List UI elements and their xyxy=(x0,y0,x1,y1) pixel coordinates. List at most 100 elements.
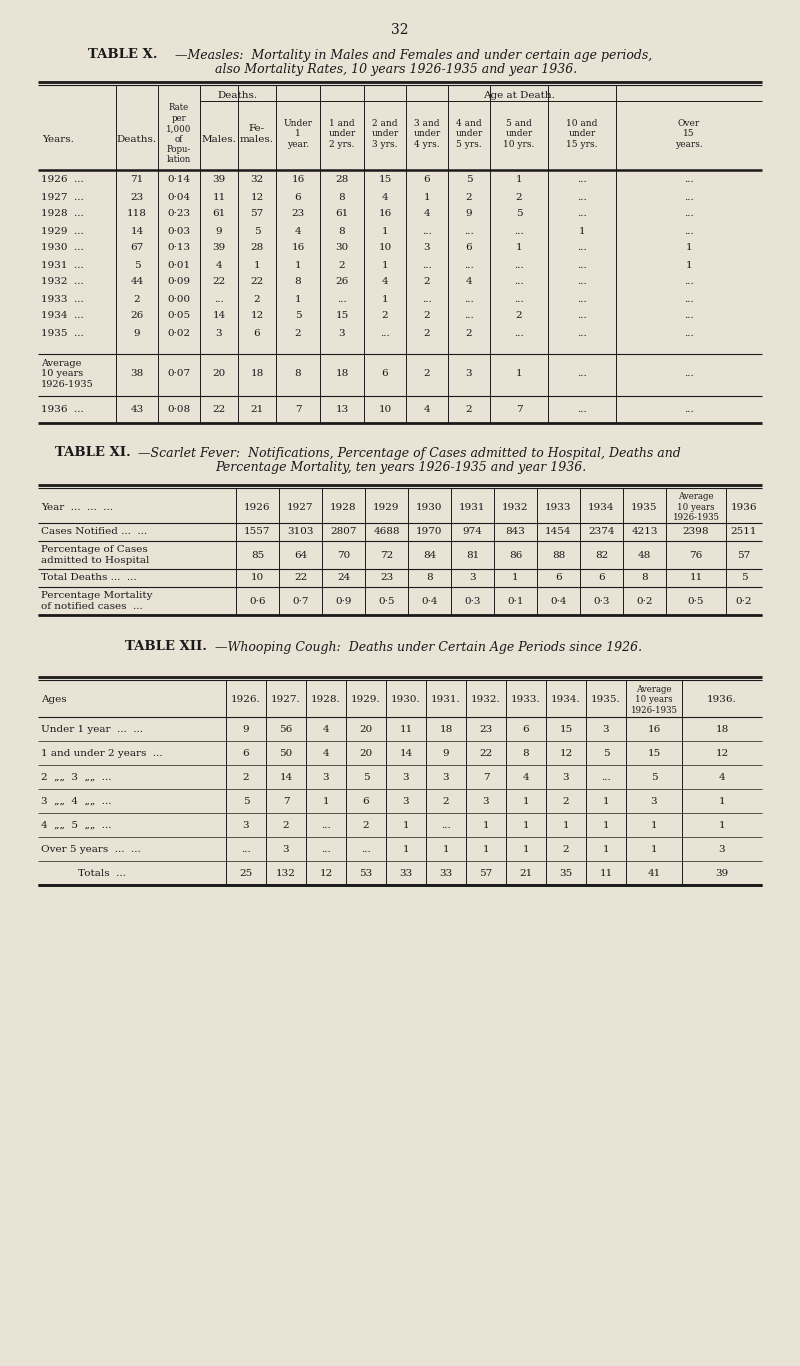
Text: 1935.: 1935. xyxy=(591,695,621,705)
Text: ...: ... xyxy=(514,295,524,303)
Text: 1: 1 xyxy=(402,821,410,829)
Text: 3: 3 xyxy=(650,796,658,806)
Text: 1928.: 1928. xyxy=(311,695,341,705)
Text: 3: 3 xyxy=(216,328,222,337)
Text: 1930  ...: 1930 ... xyxy=(41,243,84,253)
Text: 16: 16 xyxy=(291,243,305,253)
Text: 14: 14 xyxy=(212,311,226,321)
Text: 1: 1 xyxy=(650,821,658,829)
Text: 53: 53 xyxy=(359,869,373,877)
Text: 2 and
under
3 yrs.: 2 and under 3 yrs. xyxy=(371,119,398,149)
Text: 2: 2 xyxy=(362,821,370,829)
Text: 57: 57 xyxy=(250,209,264,219)
Text: 20: 20 xyxy=(212,369,226,378)
Text: 0·7: 0·7 xyxy=(292,597,309,605)
Text: ...: ... xyxy=(337,295,347,303)
Text: 1935  ...: 1935 ... xyxy=(41,328,84,337)
Text: 1: 1 xyxy=(516,243,522,253)
Text: 4 and
under
5 yrs.: 4 and under 5 yrs. xyxy=(455,119,482,149)
Text: 8: 8 xyxy=(522,749,530,758)
Text: Deaths.: Deaths. xyxy=(117,135,157,145)
Text: TABLE XI.: TABLE XI. xyxy=(55,447,130,459)
Text: 25: 25 xyxy=(239,869,253,877)
Text: 16: 16 xyxy=(378,209,392,219)
Text: 12: 12 xyxy=(250,193,264,202)
Text: 23: 23 xyxy=(380,574,393,582)
Text: 3: 3 xyxy=(466,369,472,378)
Text: 14: 14 xyxy=(130,227,144,235)
Text: 2: 2 xyxy=(424,328,430,337)
Text: 88: 88 xyxy=(552,550,565,560)
Text: 50: 50 xyxy=(279,749,293,758)
Text: 1926  ...: 1926 ... xyxy=(41,175,84,184)
Text: 18: 18 xyxy=(715,724,729,734)
Text: 0·07: 0·07 xyxy=(167,369,190,378)
Text: Rate
per
1,000
of
Popu-
lation: Rate per 1,000 of Popu- lation xyxy=(166,104,192,164)
Text: 10: 10 xyxy=(378,243,392,253)
Text: 1: 1 xyxy=(442,844,450,854)
Text: ...: ... xyxy=(684,295,694,303)
Text: 8: 8 xyxy=(294,369,302,378)
Text: 12: 12 xyxy=(715,749,729,758)
Text: Percentage Mortality
of notified cases  ...: Percentage Mortality of notified cases .… xyxy=(41,591,153,611)
Text: Males.: Males. xyxy=(202,135,237,145)
Text: 2: 2 xyxy=(562,796,570,806)
Text: 9: 9 xyxy=(216,227,222,235)
Text: 1927.: 1927. xyxy=(271,695,301,705)
Text: 6: 6 xyxy=(598,574,605,582)
Text: Average
10 years
1926-1935: Average 10 years 1926-1935 xyxy=(673,492,719,522)
Text: 1934: 1934 xyxy=(588,503,614,511)
Text: 8: 8 xyxy=(426,574,433,582)
Text: 1: 1 xyxy=(516,175,522,184)
Text: 2: 2 xyxy=(134,295,140,303)
Text: 86: 86 xyxy=(509,550,522,560)
Text: 3  „„  4  „„  ...: 3 „„ 4 „„ ... xyxy=(41,796,111,806)
Text: 21: 21 xyxy=(519,869,533,877)
Text: Percentage of Cases
admitted to Hospital: Percentage of Cases admitted to Hospital xyxy=(41,545,150,564)
Text: 0·13: 0·13 xyxy=(167,243,190,253)
Text: 22: 22 xyxy=(212,277,226,287)
Text: ...: ... xyxy=(464,261,474,269)
Text: 7: 7 xyxy=(482,773,490,781)
Text: 3103: 3103 xyxy=(287,527,314,537)
Text: 2: 2 xyxy=(242,773,250,781)
Text: 1934  ...: 1934 ... xyxy=(41,311,84,321)
Text: 4: 4 xyxy=(382,277,388,287)
Text: Under
1
year.: Under 1 year. xyxy=(283,119,313,149)
Text: 1933  ...: 1933 ... xyxy=(41,295,84,303)
Text: 0·03: 0·03 xyxy=(167,227,190,235)
Text: 0·14: 0·14 xyxy=(167,175,190,184)
Text: ...: ... xyxy=(422,227,432,235)
Text: 1: 1 xyxy=(294,295,302,303)
Text: 67: 67 xyxy=(130,243,144,253)
Text: 7: 7 xyxy=(282,796,290,806)
Text: 2: 2 xyxy=(254,295,260,303)
Text: ...: ... xyxy=(464,311,474,321)
Text: 18: 18 xyxy=(335,369,349,378)
Text: 70: 70 xyxy=(337,550,350,560)
Text: 0·2: 0·2 xyxy=(736,597,752,605)
Text: 4  „„  5  „„  ...: 4 „„ 5 „„ ... xyxy=(41,821,111,829)
Text: ...: ... xyxy=(577,369,587,378)
Text: ...: ... xyxy=(577,261,587,269)
Text: ...: ... xyxy=(577,404,587,414)
Text: 26: 26 xyxy=(335,277,349,287)
Text: 1: 1 xyxy=(294,261,302,269)
Text: 11: 11 xyxy=(599,869,613,877)
Text: 9: 9 xyxy=(442,749,450,758)
Text: 2: 2 xyxy=(424,369,430,378)
Text: 8: 8 xyxy=(294,277,302,287)
Text: 0·02: 0·02 xyxy=(167,328,190,337)
Text: 1: 1 xyxy=(482,821,490,829)
Text: 5: 5 xyxy=(242,796,250,806)
Text: 22: 22 xyxy=(250,277,264,287)
Text: 3: 3 xyxy=(718,844,726,854)
Text: 38: 38 xyxy=(130,369,144,378)
Text: ...: ... xyxy=(684,404,694,414)
Text: 5: 5 xyxy=(516,209,522,219)
Text: Cases Notified ...  ...: Cases Notified ... ... xyxy=(41,527,147,537)
Text: 9: 9 xyxy=(134,328,140,337)
Text: 22: 22 xyxy=(212,404,226,414)
Text: ...: ... xyxy=(577,175,587,184)
Text: 3: 3 xyxy=(469,574,476,582)
